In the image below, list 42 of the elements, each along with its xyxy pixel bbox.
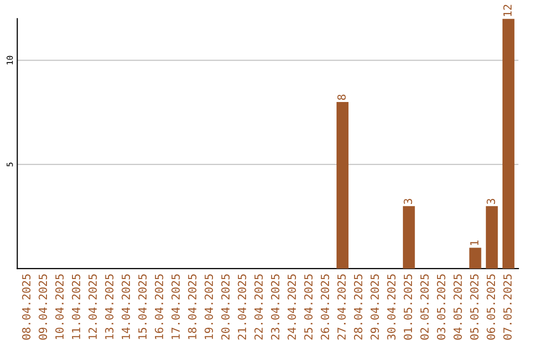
x-tick-label: 26.04.2025 xyxy=(320,274,330,340)
x-tick-label: 09.04.2025 xyxy=(38,274,48,340)
x-tick-label: 28.04.2025 xyxy=(354,274,362,340)
data-label: 8 xyxy=(337,94,346,100)
data-label: 3 xyxy=(404,198,412,204)
x-tick-label: 01.05.2025 xyxy=(404,274,412,340)
x-tick-label: 19.04.2025 xyxy=(204,274,214,340)
x-tick-label: 22.04.2025 xyxy=(254,274,263,340)
x-tick-label: 25.04.2025 xyxy=(304,274,313,340)
x-tick-label: 03.05.2025 xyxy=(436,274,446,340)
x-tick-label: 08.04.2025 xyxy=(22,274,30,340)
x-tick-label: 11.04.2025 xyxy=(72,274,80,340)
x-tick-label: 27.04.2025 xyxy=(337,274,346,340)
bar xyxy=(402,206,415,269)
x-tick-label: 04.05.2025 xyxy=(454,274,462,340)
x-tick-label: 23.04.2025 xyxy=(270,274,280,340)
data-label: 3 xyxy=(486,198,496,204)
bar xyxy=(336,102,348,269)
x-tick-label: 20.04.2025 xyxy=(221,274,230,340)
x-tick-label: 07.05.2025 xyxy=(503,274,512,340)
x-tick-label: 16.04.2025 xyxy=(154,274,164,340)
x-tick-label: 02.05.2025 xyxy=(420,274,429,340)
x-tick-label: 13.04.2025 xyxy=(105,274,114,340)
y-tick-label: 5 xyxy=(6,162,13,166)
x-tick-label: 18.04.2025 xyxy=(188,274,196,340)
x-tick-label: 12.04.2025 xyxy=(88,274,97,340)
y-tick-label: 10 xyxy=(6,56,13,64)
x-tick-label: 05.05.2025 xyxy=(470,274,479,340)
x-tick-label: 21.04.2025 xyxy=(238,274,246,340)
data-label: 1 xyxy=(470,240,478,246)
x-tick-label: 14.04.2025 xyxy=(122,274,130,340)
x-tick-label: 30.04.2025 xyxy=(387,274,396,340)
bar xyxy=(486,206,498,269)
data-label: 12 xyxy=(503,4,512,16)
x-tick-label: 17.04.2025 xyxy=(171,274,180,340)
bar xyxy=(502,18,514,269)
x-tick-label: 15.04.2025 xyxy=(138,274,147,340)
x-tick-label: 10.04.2025 xyxy=(55,274,64,340)
bar xyxy=(469,248,482,269)
x-tick-label: 29.04.2025 xyxy=(370,274,379,340)
x-tick-label: 24.04.2025 xyxy=(288,274,296,340)
x-tick-label: 06.05.2025 xyxy=(486,274,496,340)
